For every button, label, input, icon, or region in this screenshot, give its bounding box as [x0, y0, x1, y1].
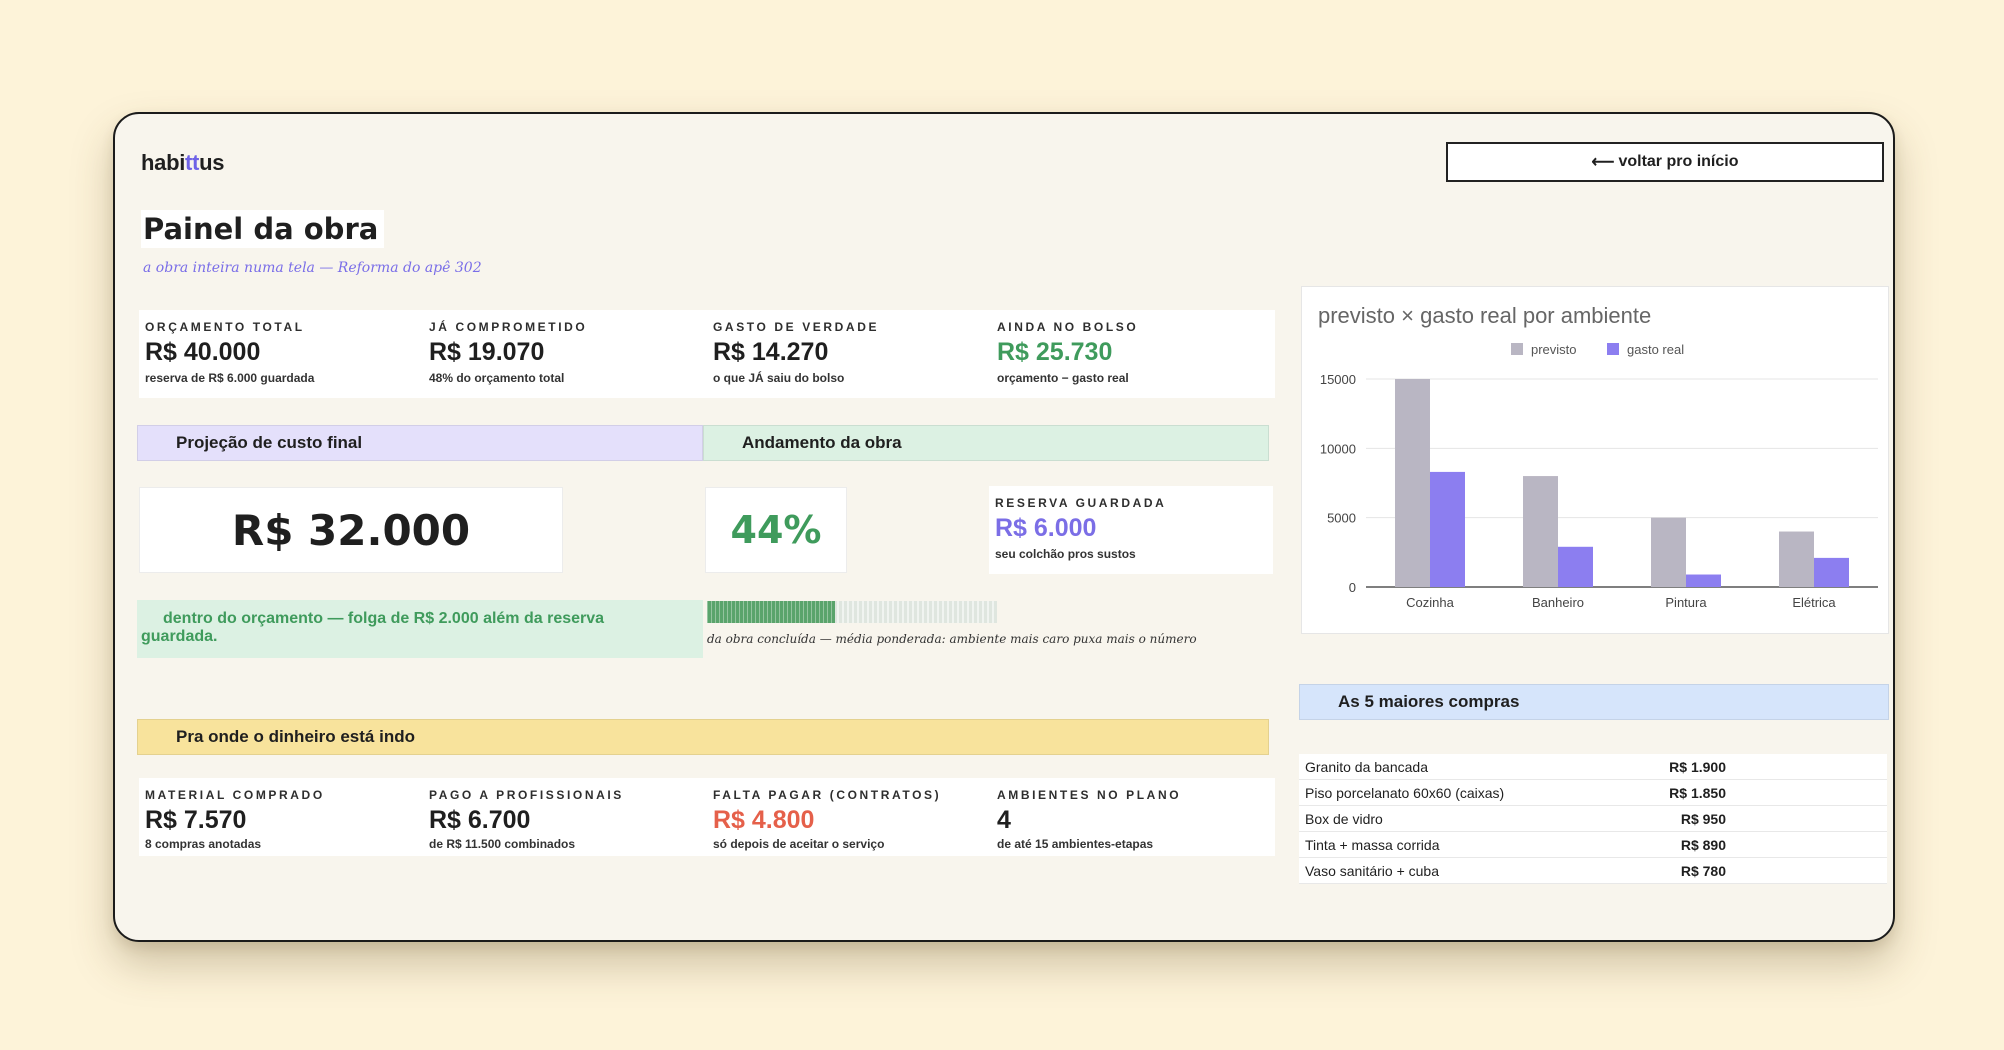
logo-text-end: us [199, 150, 225, 175]
budget-vs-actual-chart: 0 5000 10000 15000 previsto gasto real Cozinha… [1320, 342, 1878, 610]
stat-value: R$ 4.800 [713, 806, 815, 834]
purchase-price: R$ 1.850 [1669, 784, 1726, 801]
stat-card-professionals: PAGO A PROFISSIONAIS R$ 6.700 de R$ 11.5… [423, 778, 707, 856]
bar-previsto [1395, 379, 1430, 587]
stat-label: RESERVA GUARDADA [995, 496, 1167, 510]
stat-card-material: MATERIAL COMPRADO R$ 7.570 8 compras ano… [139, 778, 423, 856]
budget-vs-actual-chart-card: previsto × gasto real por ambiente 0 5000… [1301, 286, 1889, 634]
stat-label: GASTO DE VERDADE [713, 320, 880, 334]
app-window: habittus ⟵ voltar pro início Painel da o… [113, 112, 1895, 942]
page-title: Painel da obra [141, 210, 385, 248]
stat-note: 48% do orçamento total [429, 371, 565, 385]
stat-card-rooms: AMBIENTES NO PLANO 4 de até 15 ambientes… [991, 778, 1275, 856]
stat-label: AINDA NO BOLSO [997, 320, 1139, 334]
stat-label: PAGO A PROFISSIONAIS [429, 788, 624, 802]
stat-note: só depois de aceitar o serviço [713, 837, 885, 851]
purchase-name: Box de vidro [1305, 810, 1383, 827]
top-purchases-list: Granito da bancada R$ 1.900 Piso porcelana… [1299, 754, 1887, 884]
y-tick-label: 5000 [1327, 511, 1356, 526]
bar-gasto-real [1814, 557, 1849, 587]
progress-bar [707, 601, 997, 623]
bar-previsto [1779, 531, 1814, 587]
legend-swatch [1607, 343, 1619, 355]
stat-label: ORÇAMENTO TOTAL [145, 320, 305, 334]
stat-value: R$ 14.270 [713, 338, 829, 366]
stat-label: MATERIAL COMPRADO [145, 788, 325, 802]
y-tick-label: 0 [1349, 580, 1356, 595]
brand-logo[interactable]: habittus [141, 150, 224, 176]
stat-note: de até 15 ambientes-etapas [997, 837, 1154, 851]
purchase-name: Piso porcelanato 60x60 (caixas) [1305, 784, 1505, 801]
page-subtitle: a obra inteira numa tela — Reforma do ap… [143, 260, 482, 276]
stat-value: 4 [997, 806, 1011, 834]
stat-value: R$ 7.570 [145, 806, 247, 834]
bar-previsto [1523, 476, 1558, 587]
progress-caption: da obra concluída — média ponderada: amb… [707, 632, 1197, 646]
section-header-top-purchases: As 5 maiores compras [1299, 684, 1889, 720]
stat-card-pending-contracts: FALTA PAGAR (CONTRATOS) R$ 4.800 só depo… [707, 778, 991, 856]
stat-note: de R$ 11.500 combinados [429, 837, 576, 851]
stat-note: reserva de R$ 6.000 guardada [145, 371, 315, 385]
back-to-home-button[interactable]: ⟵ voltar pro início [1446, 142, 1884, 182]
stat-label: FALTA PAGAR (CONTRATOS) [713, 788, 942, 802]
logo-text-start: habi [141, 150, 186, 175]
purchase-name: Granito da bancada [1305, 758, 1428, 775]
stat-value: R$ 40.000 [145, 338, 261, 366]
stat-value: R$ 6.700 [429, 806, 531, 834]
section-header-projection: Projeção de custo final [137, 425, 703, 461]
stat-card-actual-spend: GASTO DE VERDADE R$ 14.270 o que JÁ saiu… [707, 310, 991, 398]
stat-note: 8 compras anotadas [145, 837, 262, 851]
budget-status-line-2: guardada. [141, 628, 218, 646]
budget-status-line-1: dentro do orçamento — folga de R$ 2.000 … [163, 610, 605, 627]
purchase-name: Tinta + massa corrida [1305, 836, 1440, 853]
stat-label: JÁ COMPROMETIDO [429, 320, 588, 334]
y-tick-label: 15000 [1320, 372, 1356, 387]
stat-card-reserve: RESERVA GUARDADA R$ 6.000 seu colchão pr… [989, 486, 1273, 574]
y-tick-label: 10000 [1320, 441, 1356, 456]
purchase-price: R$ 890 [1680, 836, 1726, 853]
section-header-progress: Andamento da obra [703, 425, 1269, 461]
purchase-row: Granito da bancada R$ 1.900 [1299, 754, 1887, 780]
purchase-price: R$ 950 [1680, 810, 1726, 827]
stat-note: orçamento − gasto real [997, 371, 1129, 385]
back-button-label: voltar pro início [1618, 153, 1739, 170]
legend-label: gasto real [1627, 342, 1684, 357]
arrow-left-icon: ⟵ [1591, 154, 1615, 171]
stat-card-total-budget: ORÇAMENTO TOTAL R$ 40.000 reserva de R$ … [139, 310, 423, 398]
bar-gasto-real [1686, 574, 1721, 587]
section-header-money-flow: Pra onde o dinheiro está indo [137, 719, 1269, 755]
progress-bar-fill [707, 601, 835, 623]
legend-swatch [1511, 343, 1523, 355]
stat-label: AMBIENTES NO PLANO [997, 788, 1182, 802]
stat-card-remaining: AINDA NO BOLSO R$ 25.730 orçamento − gas… [991, 310, 1275, 398]
chart-title: previsto × gasto real por ambiente [1318, 303, 1652, 328]
stat-value: R$ 25.730 [997, 338, 1113, 366]
stat-value: R$ 19.070 [429, 338, 545, 366]
budget-status-message: dentro do orçamento — folga de R$ 2.000 … [137, 600, 703, 658]
purchase-name: Vaso sanitário + cuba [1305, 862, 1439, 879]
x-tick-label: Pintura [1665, 595, 1707, 610]
purchase-price: R$ 780 [1680, 862, 1726, 879]
x-tick-label: Cozinha [1406, 595, 1454, 610]
bar-gasto-real [1430, 471, 1465, 587]
purchase-price: R$ 1.900 [1669, 758, 1726, 775]
x-tick-label: Elétrica [1792, 595, 1836, 610]
purchase-row: Box de vidro R$ 950 [1299, 806, 1887, 832]
stat-note: o que JÁ saiu do bolso [713, 371, 845, 385]
bar-previsto [1651, 517, 1686, 587]
x-tick-label: Banheiro [1532, 595, 1584, 610]
logo-text-accent: tt [185, 150, 200, 175]
purchase-row: Vaso sanitário + cuba R$ 780 [1299, 858, 1887, 884]
bar-gasto-real [1558, 546, 1593, 587]
purchase-row: Tinta + massa corrida R$ 890 [1299, 832, 1887, 858]
stat-card-committed: JÁ COMPROMETIDO R$ 19.070 48% do orçamen… [423, 310, 707, 398]
stat-value: R$ 6.000 [995, 514, 1097, 542]
purchase-row: Piso porcelanato 60x60 (caixas) R$ 1.850 [1299, 780, 1887, 806]
progress-percent: 44% [705, 487, 847, 573]
legend-label: previsto [1531, 342, 1577, 357]
stat-note: seu colchão pros sustos [995, 547, 1136, 561]
projected-final-cost: R$ 32.000 [139, 487, 563, 573]
